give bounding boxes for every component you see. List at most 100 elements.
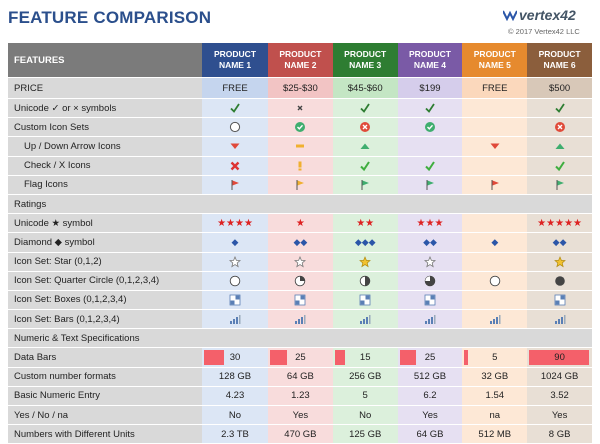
value-cell: 128 GB [202,367,268,387]
icon-cell [202,156,268,176]
feature-row: Custom number formats 128 GB 64 GB 256 GB 51… [8,367,592,387]
excl-icon [294,160,306,171]
value-cell: Yes [527,405,592,426]
value-cell: 1.23 [268,386,333,407]
flag-red-icon [229,179,241,190]
feature-label: Up / Down Arrow Icons [8,136,202,157]
price-cell: FREE [202,77,268,99]
star-rating: ★★★ [397,213,463,234]
tri-down-icon [229,141,241,152]
product-header-4: PRODUCT NAME 4 [397,43,463,78]
product-name-line1: PRODUCT [408,49,451,59]
icon-cell [202,98,268,119]
check-icon [359,103,371,114]
header-row: FEATURES PRODUCT NAME 1 PRODUCT NAME 2 PRODUC… [8,43,592,78]
q2-icon [359,275,371,287]
data-bar-cell: 30 [202,347,268,368]
icon-cell [332,309,398,330]
feature-row: Flag Icons [8,175,592,195]
value-cell: 1024 GB [527,367,592,387]
data-bar [399,350,417,365]
product-name-line2: NAME 6 [543,60,576,70]
feature-row: Unicode ★ symbol ★★★★ ★ ★★ ★★★ ★★★★★ [8,213,592,234]
data-bar-cell: 15 [332,347,398,368]
data-bar [204,350,224,365]
icon-cell [268,271,333,291]
star-rating [462,213,528,234]
value-cell: 125 GB [332,424,398,444]
icon-cell [462,117,528,138]
copyright: © 2017 Vertex42 LLC [508,27,580,36]
star-empty-icon [229,255,241,268]
logo-text: vertex42 [519,7,576,23]
data-bars-row: Data Bars 30 25 15 25 5 90 [8,347,592,368]
icon-cell [462,290,528,311]
flag-green-icon [424,179,436,190]
data-bar [529,350,590,365]
tri-down-icon [489,141,501,152]
icon-cell [527,156,592,176]
icon-cell [462,175,528,195]
star-full-icon [359,255,372,267]
feature-row: Yes / No / na No Yes No Yes na Yes [8,405,592,426]
diamond-rating: ◆ [462,232,528,253]
dash-icon [294,141,306,152]
product-name-line1: PRODUCT [344,49,387,59]
check-icon [554,103,566,114]
feature-label: Icon Set: Star (0,1,2) [8,252,202,272]
vertex42-logo: vertex42 [503,7,576,23]
value-cell: No [332,405,398,426]
price-label: PRICE [8,77,202,99]
box-icon [359,294,371,306]
flag-green-icon [359,179,371,190]
tri-up-icon [554,141,566,152]
icon-cell [202,271,268,291]
icon-cell [332,98,398,119]
flag-green-icon [554,179,566,190]
icon-cell [332,156,398,176]
product-name-line1: PRODUCT [279,49,322,59]
feature-label: Unicode ★ symbol [8,213,202,234]
data-bar [334,350,345,365]
icon-cell [268,98,333,119]
product-header-1: PRODUCT NAME 1 [202,43,268,78]
feature-label: Custom number formats [8,367,202,387]
diamond-rating: ◆◆ [527,232,592,253]
price-cell: $199 [397,77,463,99]
q3-icon [424,275,436,287]
diamond-rating: ◆ [202,232,268,253]
check-green-icon [359,160,371,171]
feature-label: Yes / No / na [8,405,202,426]
circle-x-icon [554,122,566,133]
data-bar-cell: 5 [462,347,528,368]
icon-cell [527,117,592,138]
product-name-line2: NAME 2 [284,60,317,70]
check-green-icon [424,160,436,171]
feature-label: Check / X Icons [8,156,202,176]
feature-row: Icon Set: Bars (0,1,2,3,4) [8,309,592,330]
feature-label: Data Bars [8,347,202,368]
data-bar-value: 25 [295,352,306,364]
icon-cell [202,309,268,330]
icon-cell [332,136,398,157]
price-cell: $25-$30 [268,77,333,99]
header: FEATURE COMPARISON vertex42 © 2017 Verte… [0,0,600,40]
feature-label: Basic Numeric Entry [8,386,202,407]
icon-cell [268,117,333,138]
icon-cell [527,271,592,291]
icon-cell [397,98,463,119]
star-rating: ★★★★★ [527,213,592,234]
icon-cell [462,98,528,119]
product-name-line2: NAME 1 [218,60,252,70]
feature-label: Diamond ◆ symbol [8,232,202,253]
q1-icon [294,275,306,287]
icon-cell [397,136,463,157]
icon-cell [268,136,333,157]
value-cell: 5 [332,386,398,407]
feature-row: Numbers with Different Units 2.3 TB 470 GB… [8,424,592,444]
diamond-rating: ◆◆ [397,232,463,253]
bars-icon [489,314,501,325]
feature-row: Icon Set: Quarter Circle (0,1,2,3,4) [8,271,592,291]
bars-icon [554,314,566,325]
product-name-line2: NAME 5 [478,60,511,70]
